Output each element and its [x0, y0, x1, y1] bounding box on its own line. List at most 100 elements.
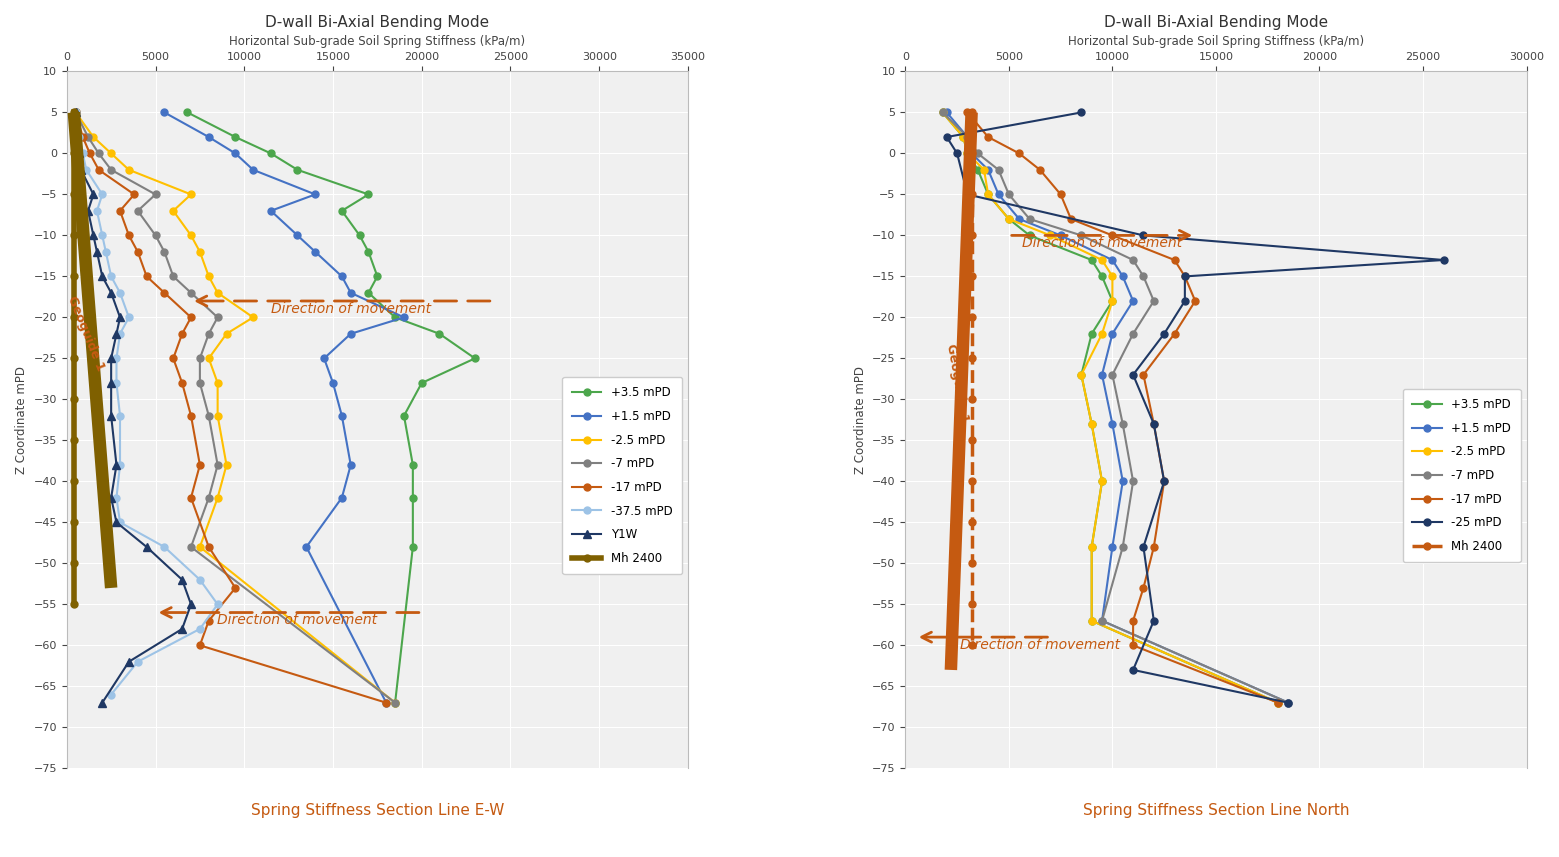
Mh 2400 — [64, 189, 83, 200]
-17 mPD — [1144, 542, 1163, 552]
-17 mPD — [1124, 640, 1143, 650]
-2.5 mPD — [209, 493, 228, 503]
+1.5 mPD — [1278, 698, 1297, 708]
Y1W — [111, 312, 129, 322]
Text: Geoguide 1: Geoguide 1 — [943, 343, 970, 423]
Line: -25 mPD: -25 mPD — [943, 109, 1447, 706]
-2.5 mPD — [200, 272, 218, 282]
-7 mPD — [147, 231, 165, 241]
+1.5 mPD — [341, 288, 360, 298]
-7 mPD — [190, 353, 209, 363]
Y1W — [87, 247, 106, 257]
Mh 2400 — [962, 148, 981, 159]
-17 mPD — [154, 288, 173, 298]
Mh 2400 — [962, 272, 981, 282]
Y1W — [101, 411, 120, 421]
+1.5 mPD — [979, 165, 998, 175]
-2.5 mPD — [1104, 272, 1122, 282]
Mh 2400 — [962, 312, 981, 322]
-7 mPD — [1113, 542, 1132, 552]
+3.5 mPD — [959, 148, 977, 159]
-2.5 mPD — [120, 165, 139, 175]
+1.5 mPD — [1104, 328, 1122, 339]
+3.5 mPD — [351, 231, 369, 241]
Mh 2400 — [962, 640, 981, 650]
-17 mPD — [89, 165, 108, 175]
-7 mPD — [128, 206, 147, 216]
Mh 2400 — [64, 231, 83, 241]
-17 mPD — [120, 231, 139, 241]
-7 mPD — [1144, 296, 1163, 306]
Y1W — [94, 698, 112, 708]
-7 mPD — [200, 328, 218, 339]
-2.5 mPD — [1093, 328, 1112, 339]
+3.5 mPD — [178, 107, 196, 117]
-7 mPD — [934, 107, 953, 117]
+3.5 mPD — [430, 328, 449, 339]
-25 mPD — [1144, 615, 1163, 626]
Text: Direction of movement: Direction of movement — [217, 614, 377, 627]
-7 mPD — [67, 107, 86, 117]
-7 mPD — [1124, 255, 1143, 265]
-2.5 mPD — [1082, 419, 1101, 429]
-2.5 mPD — [1104, 296, 1122, 306]
-2.5 mPD — [209, 411, 228, 421]
+3.5 mPD — [288, 165, 307, 175]
-37.5 mPD — [73, 148, 92, 159]
-7 mPD — [200, 493, 218, 503]
-2.5 mPD — [1269, 698, 1288, 708]
+3.5 mPD — [1269, 698, 1288, 708]
-37.5 mPD — [94, 231, 112, 241]
Y1W — [78, 206, 97, 216]
-17 mPD — [190, 460, 209, 470]
-37.5 mPD — [94, 189, 112, 200]
+3.5 mPD — [979, 189, 998, 200]
+1.5 mPD — [341, 460, 360, 470]
-7 mPD — [182, 542, 201, 552]
+1.5 mPD — [306, 189, 324, 200]
Mh 2400 — [64, 558, 83, 568]
+3.5 mPD — [1020, 231, 1038, 241]
+1.5 mPD — [306, 247, 324, 257]
Legend: +3.5 mPD, +1.5 mPD, -2.5 mPD, -7 mPD, -17 mPD, -37.5 mPD, Y1W, Mh 2400: +3.5 mPD, +1.5 mPD, -2.5 mPD, -7 mPD, -1… — [563, 377, 681, 574]
-17 mPD — [173, 328, 192, 339]
+3.5 mPD — [999, 214, 1018, 225]
Mh 2400 — [962, 558, 981, 568]
-2.5 mPD — [1082, 615, 1101, 626]
-25 mPD — [1434, 255, 1453, 265]
Line: +1.5 mPD: +1.5 mPD — [161, 109, 407, 706]
-7 mPD — [209, 460, 228, 470]
-17 mPD — [81, 148, 100, 159]
Line: Mh 2400: Mh 2400 — [70, 109, 78, 608]
-37.5 mPD — [190, 574, 209, 584]
+1.5 mPD — [154, 107, 173, 117]
+1.5 mPD — [962, 148, 981, 159]
+3.5 mPD — [1082, 542, 1101, 552]
-17 mPD — [164, 353, 182, 363]
-2.5 mPD — [67, 107, 86, 117]
Text: Spring Stiffness Section Line E-W: Spring Stiffness Section Line E-W — [251, 803, 504, 818]
Line: -17 mPD: -17 mPD — [72, 109, 390, 706]
Mh 2400 — [64, 107, 83, 117]
Y1W — [173, 574, 192, 584]
Line: +1.5 mPD: +1.5 mPD — [943, 109, 1292, 706]
-7 mPD — [1020, 214, 1038, 225]
-17 mPD — [190, 640, 209, 650]
-25 mPD — [1133, 542, 1152, 552]
-37.5 mPD — [111, 328, 129, 339]
Title: D-wall Bi-Axial Bending Mode: D-wall Bi-Axial Bending Mode — [1104, 15, 1328, 30]
Mh 2400 — [962, 189, 981, 200]
+3.5 mPD — [385, 698, 404, 708]
Line: -7 mPD: -7 mPD — [72, 109, 399, 706]
+3.5 mPD — [332, 206, 351, 216]
-25 mPD — [1124, 369, 1143, 380]
Y1W — [101, 353, 120, 363]
-2.5 mPD — [190, 247, 209, 257]
-25 mPD — [948, 148, 967, 159]
Mh 2400 — [962, 107, 981, 117]
+1.5 mPD — [1010, 214, 1029, 225]
Line: +3.5 mPD: +3.5 mPD — [939, 109, 1281, 706]
Mh 2400 — [64, 353, 83, 363]
-17 mPD — [1010, 148, 1029, 159]
Y1W — [108, 328, 126, 339]
